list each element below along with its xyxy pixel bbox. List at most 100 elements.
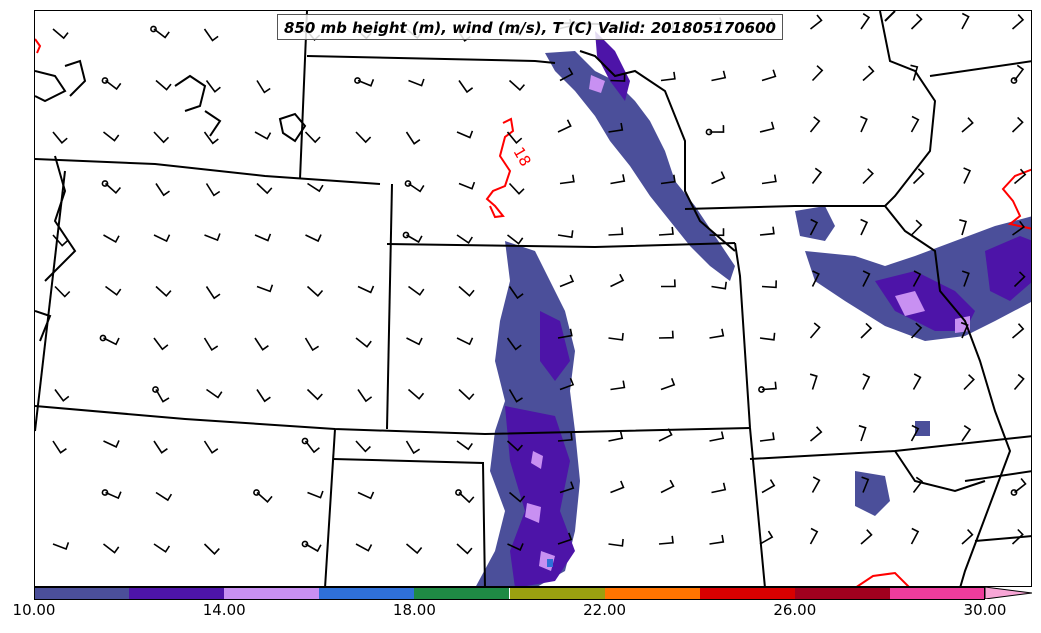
wind-barb	[508, 79, 526, 92]
colorbar-tick-label: 22.00	[583, 601, 627, 619]
wind-barb	[862, 65, 875, 82]
wind-barb	[709, 125, 725, 133]
wind-barb	[660, 279, 676, 288]
wind-barb	[811, 167, 823, 184]
colorbar-segment	[34, 587, 130, 599]
wind-barb	[709, 228, 725, 237]
wind-barb	[155, 491, 173, 502]
wind-barb	[506, 440, 524, 452]
wind-barb	[711, 70, 727, 82]
wind-barb	[203, 440, 219, 454]
calm-wind-marker	[758, 386, 765, 393]
wind-barb	[408, 285, 425, 296]
wind-barb	[456, 440, 473, 451]
temperature-contour-label: 18	[510, 144, 535, 170]
wind-barb	[610, 380, 626, 391]
calm-wind-marker	[101, 77, 109, 84]
wind-barb	[858, 424, 867, 442]
wind-barb	[961, 12, 970, 30]
wind-barb	[761, 69, 777, 82]
wind-barb	[608, 538, 624, 547]
wind-barb	[254, 131, 272, 140]
temperature-contours	[35, 38, 1031, 586]
wind-barb	[256, 284, 274, 293]
wind-barb	[809, 426, 823, 442]
wind-barb	[761, 479, 776, 494]
calm-wind-marker	[150, 25, 157, 33]
calm-wind-marker	[354, 77, 361, 84]
wind-barb	[608, 332, 624, 341]
state-boundaries	[35, 11, 1031, 586]
wind-barb	[357, 79, 375, 87]
wind-barb	[557, 532, 573, 545]
wind-barb	[557, 119, 572, 133]
wind-barb	[256, 491, 273, 503]
wind-barb	[508, 286, 524, 300]
wind-barb	[862, 373, 871, 390]
wind-barb	[709, 431, 725, 442]
wind-barb	[660, 479, 675, 494]
wind-barb	[860, 115, 868, 133]
wind-barb	[811, 65, 824, 82]
wind-barb	[912, 373, 922, 390]
wind-barb	[1013, 373, 1025, 391]
wind-barb	[103, 440, 120, 448]
wind-barb	[52, 131, 68, 144]
wind-barb	[507, 543, 524, 551]
wind-barb	[759, 226, 775, 236]
colorbar-outline	[34, 587, 985, 600]
wind-speed-shading	[476, 31, 1031, 586]
colorbar-tick-label: 18.00	[392, 601, 436, 619]
colorbar-segment	[794, 587, 890, 599]
calm-wind-marker	[301, 437, 309, 445]
wind-barb	[306, 388, 323, 401]
wind-barb	[254, 233, 272, 242]
wind-barb	[155, 79, 172, 91]
wind-barb	[103, 337, 120, 346]
wind-barb	[559, 174, 575, 185]
colorbar	[34, 587, 1032, 600]
wind-barb	[54, 389, 70, 402]
wind-barb	[203, 337, 219, 352]
wind-barb	[910, 64, 919, 81]
wind-barb	[761, 381, 777, 391]
wind-barb	[256, 182, 273, 195]
wind-barb	[559, 67, 574, 82]
calm-wind-markers	[99, 25, 1018, 548]
wind-barb	[711, 482, 727, 494]
wind-barb	[103, 234, 120, 244]
wind-barb	[458, 388, 475, 401]
wind-barb	[910, 13, 923, 30]
wind-barb	[559, 274, 575, 288]
wind-barb	[307, 182, 324, 193]
wind-barb	[206, 388, 223, 399]
wind-barb	[761, 174, 777, 185]
wind-barb	[912, 168, 925, 185]
wind-barb	[153, 543, 171, 553]
wind-barb	[355, 543, 373, 552]
calm-wind-marker	[404, 180, 412, 187]
wind-barb	[861, 476, 870, 493]
wind-barb	[557, 230, 574, 239]
wind-barb	[52, 542, 70, 551]
wind-barb	[105, 285, 122, 296]
wind-barb	[456, 130, 474, 139]
wind-barb	[305, 234, 322, 243]
wind-barb	[355, 131, 372, 144]
wind-barb	[610, 480, 625, 494]
colorbar-segment	[509, 587, 605, 599]
map-title: 850 mb height (m), wind (m/s), T (C) Val…	[277, 14, 783, 40]
wind-barb	[405, 131, 421, 145]
wind-barb	[608, 431, 624, 442]
wind-barbs	[52, 12, 1027, 555]
wind-barb	[52, 234, 68, 247]
wind-barb	[811, 476, 821, 493]
calm-wind-marker	[301, 540, 309, 548]
wind-barb	[610, 273, 625, 288]
wind-barb	[357, 491, 375, 500]
wind-barb	[963, 167, 972, 184]
wind-barb	[456, 234, 473, 245]
wind-barb	[204, 233, 221, 242]
wind-barb	[759, 121, 775, 133]
wind-barb	[355, 337, 372, 348]
